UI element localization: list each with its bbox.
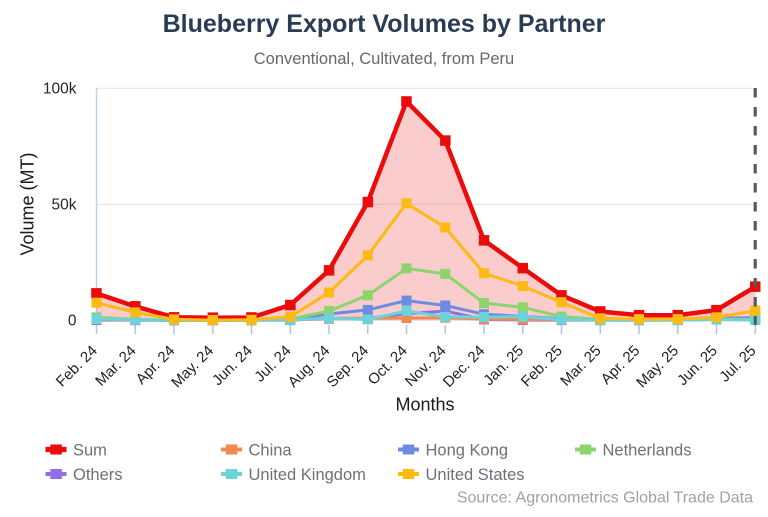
svg-text:Sum: Sum xyxy=(73,441,107,459)
svg-text:100k: 100k xyxy=(43,81,77,98)
svg-text:0: 0 xyxy=(68,313,77,330)
svg-text:United States: United States xyxy=(426,466,525,484)
svg-text:Volume (MT): Volume (MT) xyxy=(18,152,38,255)
svg-text:China: China xyxy=(249,441,293,459)
svg-text:United Kingdom: United Kingdom xyxy=(249,466,366,484)
svg-text:Conventional, Cultivated, from: Conventional, Cultivated, from Peru xyxy=(254,50,514,68)
svg-text:Months: Months xyxy=(395,395,454,415)
svg-text:Hong Kong: Hong Kong xyxy=(426,441,509,459)
svg-text:Others: Others xyxy=(73,466,123,484)
svg-text:Blueberry Export Volumes by Pa: Blueberry Export Volumes by Partner xyxy=(163,10,606,38)
svg-text:Source: Agronometrics Global T: Source: Agronometrics Global Trade Data xyxy=(457,490,753,507)
svg-text:50k: 50k xyxy=(52,197,77,214)
svg-text:Netherlands: Netherlands xyxy=(603,441,692,459)
